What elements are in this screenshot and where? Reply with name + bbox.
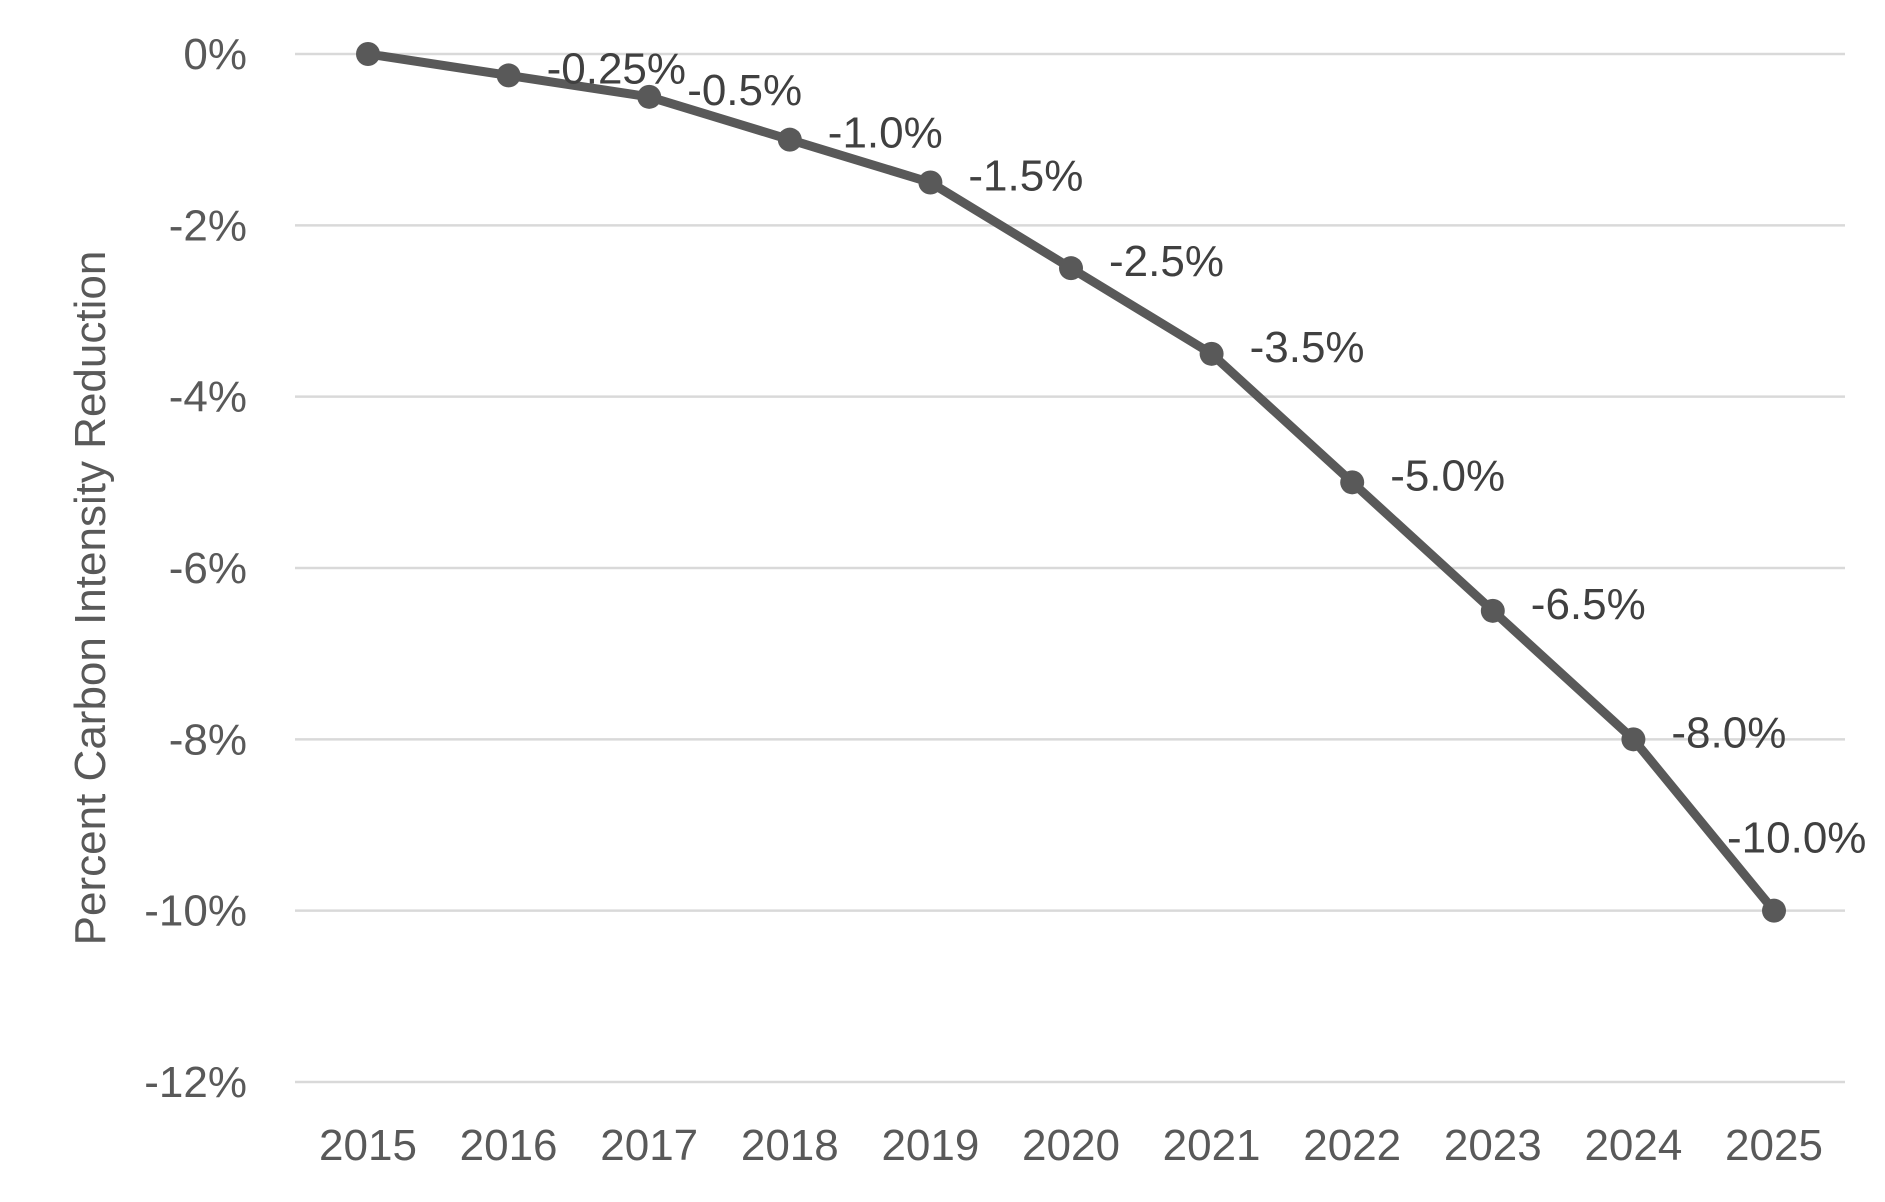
x-tick-label: 2019 <box>881 1121 979 1170</box>
y-axis-title: Percent Carbon Intensity Reduction <box>66 251 115 946</box>
data-label: -6.5% <box>1531 580 1646 629</box>
x-axis-ticks: 2015 2016 2017 2018 2019 2020 2021 2022 2023 2024… <box>319 1121 1823 1170</box>
data-point <box>496 63 521 88</box>
x-tick-label: 2025 <box>1725 1121 1823 1170</box>
x-tick-label: 2021 <box>1163 1121 1261 1170</box>
data-point <box>918 170 943 195</box>
y-tick-label: -12% <box>144 1058 247 1107</box>
data-point <box>356 42 380 66</box>
y-axis-ticks: 0% -2% -4% -6% -8% -10% -12% <box>144 30 247 1107</box>
x-tick-label: 2015 <box>319 1121 417 1170</box>
data-point <box>1762 898 1786 923</box>
y-tick-label: -2% <box>169 201 247 250</box>
y-tick-label: -8% <box>169 715 247 764</box>
data-label: -0.25% <box>547 44 686 93</box>
data-label: -0.5% <box>687 66 802 115</box>
x-tick-label: 2022 <box>1303 1121 1401 1170</box>
y-tick-label: -10% <box>144 887 247 936</box>
y-tick-label: 0% <box>183 30 247 79</box>
series-layer <box>356 42 1786 923</box>
data-point <box>1199 341 1224 366</box>
y-tick-label: -6% <box>169 544 247 593</box>
data-point <box>1340 470 1365 495</box>
data-label: -8.0% <box>1671 708 1786 757</box>
data-label: -1.0% <box>828 109 943 158</box>
data-label: -10.0% <box>1727 814 1866 863</box>
data-label: -2.5% <box>1109 237 1224 286</box>
data-point <box>777 127 802 152</box>
data-label: -5.0% <box>1390 451 1505 500</box>
data-labels: -0.25% -0.5% -1.0% -1.5% -2.5% -3.5% -5.0% -6.5… <box>547 44 1867 862</box>
x-tick-label: 2016 <box>460 1121 558 1170</box>
data-label: -3.5% <box>1250 323 1365 372</box>
data-point <box>637 84 662 109</box>
data-label: -1.5% <box>968 152 1083 201</box>
x-tick-label: 2023 <box>1444 1121 1542 1170</box>
x-tick-label: 2017 <box>600 1121 698 1170</box>
gridlines <box>295 52 1845 1084</box>
data-point <box>1621 727 1646 752</box>
x-tick-label: 2024 <box>1584 1121 1682 1170</box>
data-point <box>1480 598 1505 623</box>
data-point <box>1059 256 1083 281</box>
x-tick-label: 2018 <box>741 1121 839 1170</box>
x-tick-label: 2020 <box>1022 1121 1120 1170</box>
y-tick-label: -4% <box>169 373 247 422</box>
